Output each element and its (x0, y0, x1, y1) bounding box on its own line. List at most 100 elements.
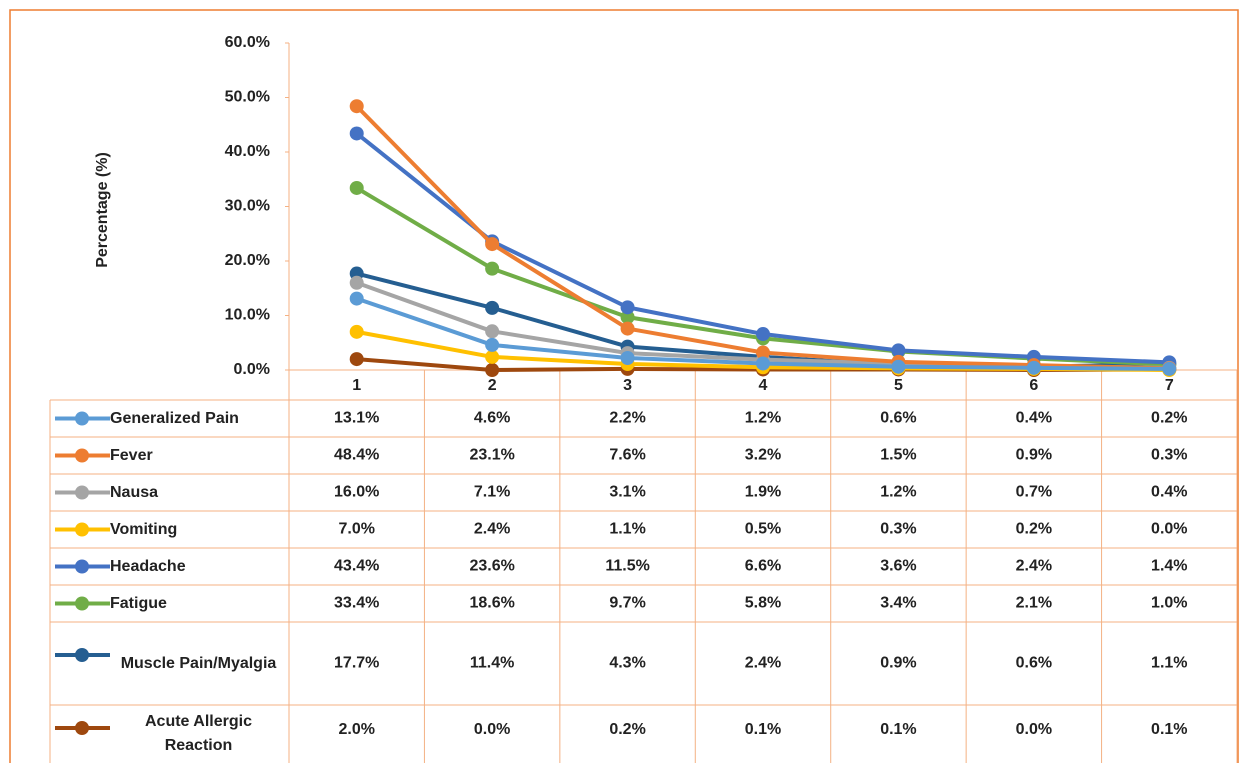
y-tick-label: 10.0% (225, 307, 270, 324)
table-cell: 16.0% (334, 484, 379, 501)
legend-entry: Fever (110, 446, 153, 464)
y-tick-label: 60.0% (225, 34, 270, 51)
table-cell: 1.1% (1151, 655, 1187, 672)
series-marker (485, 261, 500, 276)
table-cell: 7.6% (609, 447, 645, 464)
series-marker (620, 321, 635, 336)
table-cell: 0.1% (745, 721, 781, 738)
table-cell: 4.6% (474, 410, 510, 427)
series-marker (485, 237, 500, 252)
table-cell: 1.2% (880, 484, 916, 501)
legend-marker (75, 448, 89, 463)
x-tick-label: 6 (1029, 377, 1038, 394)
table-cell: 0.1% (1151, 721, 1187, 738)
table-cell: 3.6% (880, 558, 916, 575)
table-cell: 3.1% (609, 484, 645, 501)
series-marker (1162, 361, 1177, 376)
table-cell: 5.8% (745, 595, 781, 612)
table-cell: 33.4% (334, 595, 379, 612)
table-cell: 23.6% (469, 558, 514, 575)
y-tick-label: 50.0% (225, 89, 270, 106)
table-cell: 0.1% (880, 721, 916, 738)
series-marker (756, 356, 770, 371)
table-cell: 4.3% (609, 655, 645, 672)
x-tick-label: 7 (1165, 377, 1174, 394)
table-cell: 3.4% (880, 595, 916, 612)
x-tick-label: 3 (623, 377, 632, 394)
x-tick-label: 4 (759, 377, 768, 394)
table-cell: 43.4% (334, 558, 379, 575)
table-cell: 9.7% (609, 595, 645, 612)
table-cell: 18.6% (469, 595, 514, 612)
legend-entry: Generalized Pain (110, 409, 239, 427)
series-marker (620, 351, 635, 366)
y-axis-label: Percentage (%) (94, 152, 111, 268)
series-marker (620, 310, 635, 325)
table-cell: 3.2% (745, 447, 781, 464)
legend-label: Generalized Pain (110, 409, 239, 427)
table-cell: 0.2% (609, 721, 645, 738)
legend-label: Headache (110, 557, 186, 575)
table-cell: 0.2% (1151, 410, 1187, 427)
legend-entry: Fatigue (110, 594, 167, 612)
table-cell: 0.4% (1016, 410, 1052, 427)
table-cell: 0.5% (745, 521, 781, 538)
legend-entry: Acute Allergic Reaction (145, 713, 252, 754)
legend-marker (75, 411, 89, 426)
x-tick-label: 1 (352, 377, 361, 394)
legend-marker (75, 522, 89, 537)
table-cell: 7.1% (474, 484, 510, 501)
table-cell: 1.2% (745, 410, 781, 427)
series-marker (485, 324, 500, 339)
legend-label: Nausa (110, 483, 159, 501)
legend-entry: Vomiting (110, 520, 178, 538)
table-cell: 2.4% (1016, 558, 1052, 575)
table-cell: 2.1% (1016, 595, 1052, 612)
series-marker (485, 363, 500, 377)
table-cell: 11.4% (470, 655, 514, 672)
legend-label: Muscle Pain/Myalgia (120, 654, 277, 672)
table-cell: 0.6% (1016, 655, 1052, 672)
table-cell: 2.4% (745, 655, 781, 672)
table-cell: 0.9% (880, 655, 916, 672)
series-marker (349, 291, 364, 306)
legend-entry: Headache (110, 557, 186, 575)
table-cell: 0.4% (1151, 484, 1187, 501)
legend-label: Vomiting (110, 520, 178, 538)
y-tick-label: 20.0% (225, 252, 270, 269)
series-marker (756, 327, 770, 342)
series-marker (891, 343, 906, 358)
series-marker (485, 300, 500, 315)
series-marker (349, 180, 364, 195)
table-cell: 0.9% (1016, 447, 1052, 464)
series-marker (891, 359, 906, 374)
table-cell: 0.6% (880, 410, 916, 427)
table-cell: 2.2% (609, 410, 645, 427)
series-marker (756, 345, 770, 360)
series-marker (485, 337, 500, 352)
table-cell: 0.0% (474, 721, 510, 738)
x-tick-label: 2 (488, 377, 497, 394)
legend-label: Acute Allergic Reaction (145, 713, 252, 754)
table-cell: 1.9% (745, 484, 781, 501)
legend-marker (75, 721, 89, 735)
legend-label: Fatigue (110, 594, 167, 612)
table-cell: 23.1% (469, 447, 514, 464)
table-cell: 48.4% (334, 447, 379, 464)
table-cell: 1.5% (880, 447, 916, 464)
series-marker (349, 324, 364, 339)
legend-entry: Muscle Pain/Myalgia (120, 654, 277, 672)
table-cell: 2.4% (474, 521, 510, 538)
series-marker (349, 275, 364, 290)
series-marker (349, 99, 364, 114)
table-cell: 7.0% (338, 521, 374, 538)
table-cell: 0.0% (1151, 521, 1187, 538)
table-cell: 17.7% (334, 655, 379, 672)
table-cell: 0.0% (1016, 721, 1052, 738)
legend-label: Fever (110, 446, 153, 464)
series-marker (349, 352, 364, 367)
table-cell: 1.4% (1151, 558, 1187, 575)
legend-entry: Nausa (110, 483, 159, 501)
series-marker (1026, 360, 1041, 375)
